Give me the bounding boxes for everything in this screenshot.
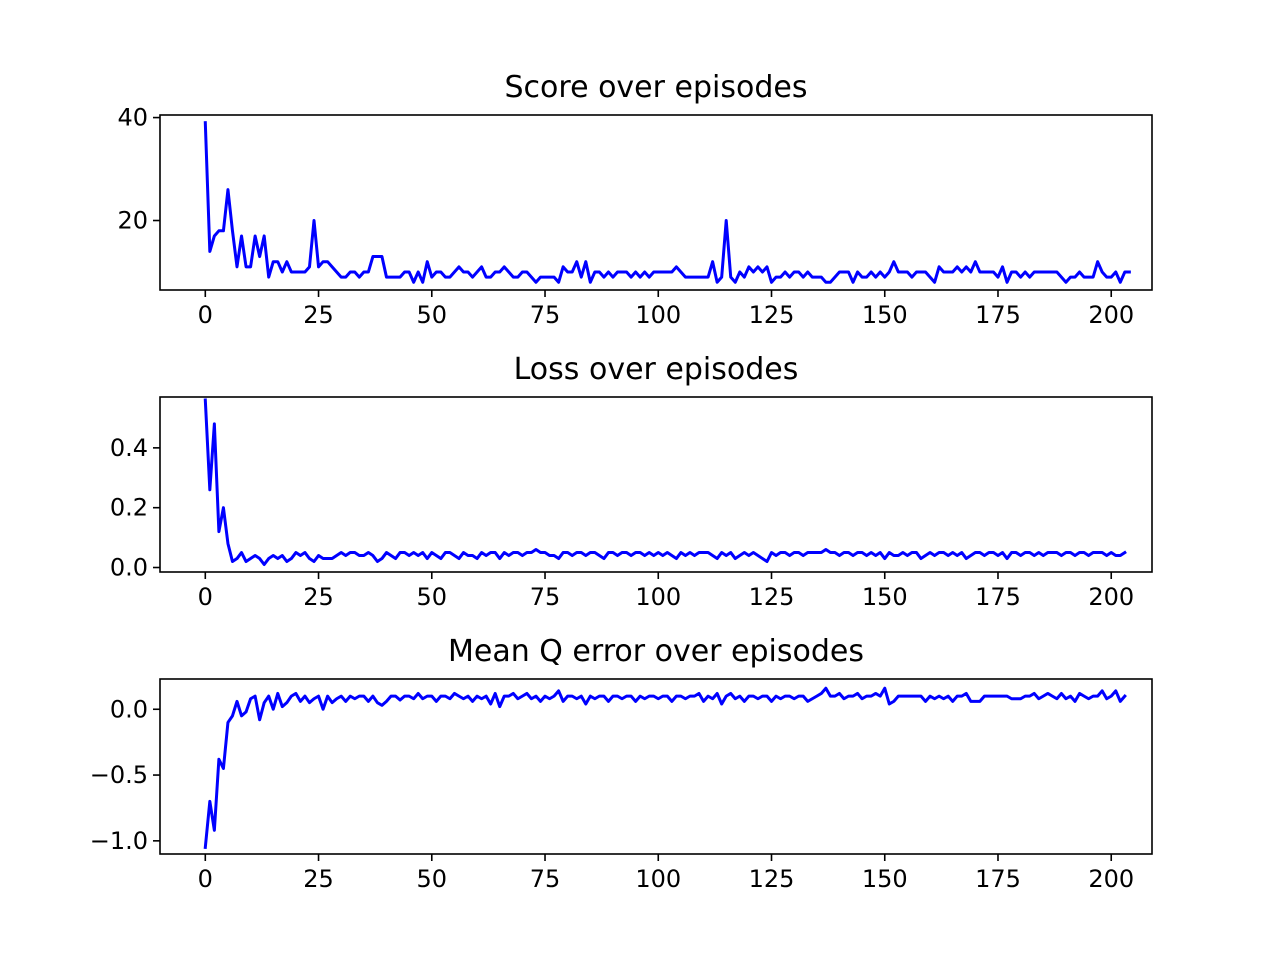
x-tick-label: 150	[862, 301, 908, 329]
x-tick-label: 75	[530, 301, 561, 329]
x-tick-label: 150	[862, 583, 908, 611]
y-tick-label: 0.0	[110, 695, 148, 723]
x-tick-label: 125	[749, 583, 795, 611]
x-tick-label: 175	[975, 301, 1021, 329]
x-tick-label: 25	[303, 583, 334, 611]
subplot-1: Score over episodes 0 25 50 75 100 125 150 175 20…	[117, 70, 1153, 329]
x-tick-label: 75	[530, 865, 561, 893]
series-line	[203, 398, 1127, 567]
x-tick-label: 150	[862, 865, 908, 893]
chart-title: Mean Q error over episodes	[448, 634, 864, 669]
x-tick-label: 200	[1088, 583, 1134, 611]
y-tick-label: 0.0	[110, 554, 148, 582]
chart-title: Score over episodes	[505, 70, 808, 105]
plot-frame	[159, 678, 1153, 855]
x-tick-label: 25	[303, 865, 334, 893]
y-tick-label: −0.5	[90, 761, 148, 789]
plot-frame	[159, 396, 1153, 573]
y-tick-label: −1.0	[90, 827, 148, 855]
x-tick-label: 200	[1088, 301, 1134, 329]
x-tick-label: 125	[749, 301, 795, 329]
x-tick-label: 100	[635, 865, 681, 893]
x-tick-label: 0	[198, 583, 213, 611]
x-tick-label: 25	[303, 301, 334, 329]
x-tick-label: 0	[198, 301, 213, 329]
x-tick-label: 175	[975, 583, 1021, 611]
plot-frame	[159, 114, 1153, 291]
x-tick-label: 50	[417, 865, 448, 893]
x-tick-label: 100	[635, 301, 681, 329]
series-line	[203, 121, 1131, 284]
series-line	[203, 686, 1127, 850]
subplot-3: Mean Q error over episodes 0 25 50 75 100 125 1…	[90, 634, 1153, 893]
x-tick-label: 0	[198, 865, 213, 893]
chart-title: Loss over episodes	[514, 352, 799, 387]
x-tick-label: 175	[975, 865, 1021, 893]
x-tick-label: 50	[417, 301, 448, 329]
x-tick-label: 200	[1088, 865, 1134, 893]
x-tick-label: 100	[635, 583, 681, 611]
x-tick-label: 50	[417, 583, 448, 611]
x-tick-label: 75	[530, 583, 561, 611]
y-tick-label: 20	[117, 207, 148, 235]
y-tick-label: 0.2	[110, 494, 148, 522]
y-tick-label: 0.4	[110, 434, 148, 462]
subplot-2: Loss over episodes 0 25 50 75 100 125 150 175 200…	[110, 352, 1153, 611]
x-tick-label: 125	[749, 865, 795, 893]
y-tick-label: 40	[117, 104, 148, 132]
